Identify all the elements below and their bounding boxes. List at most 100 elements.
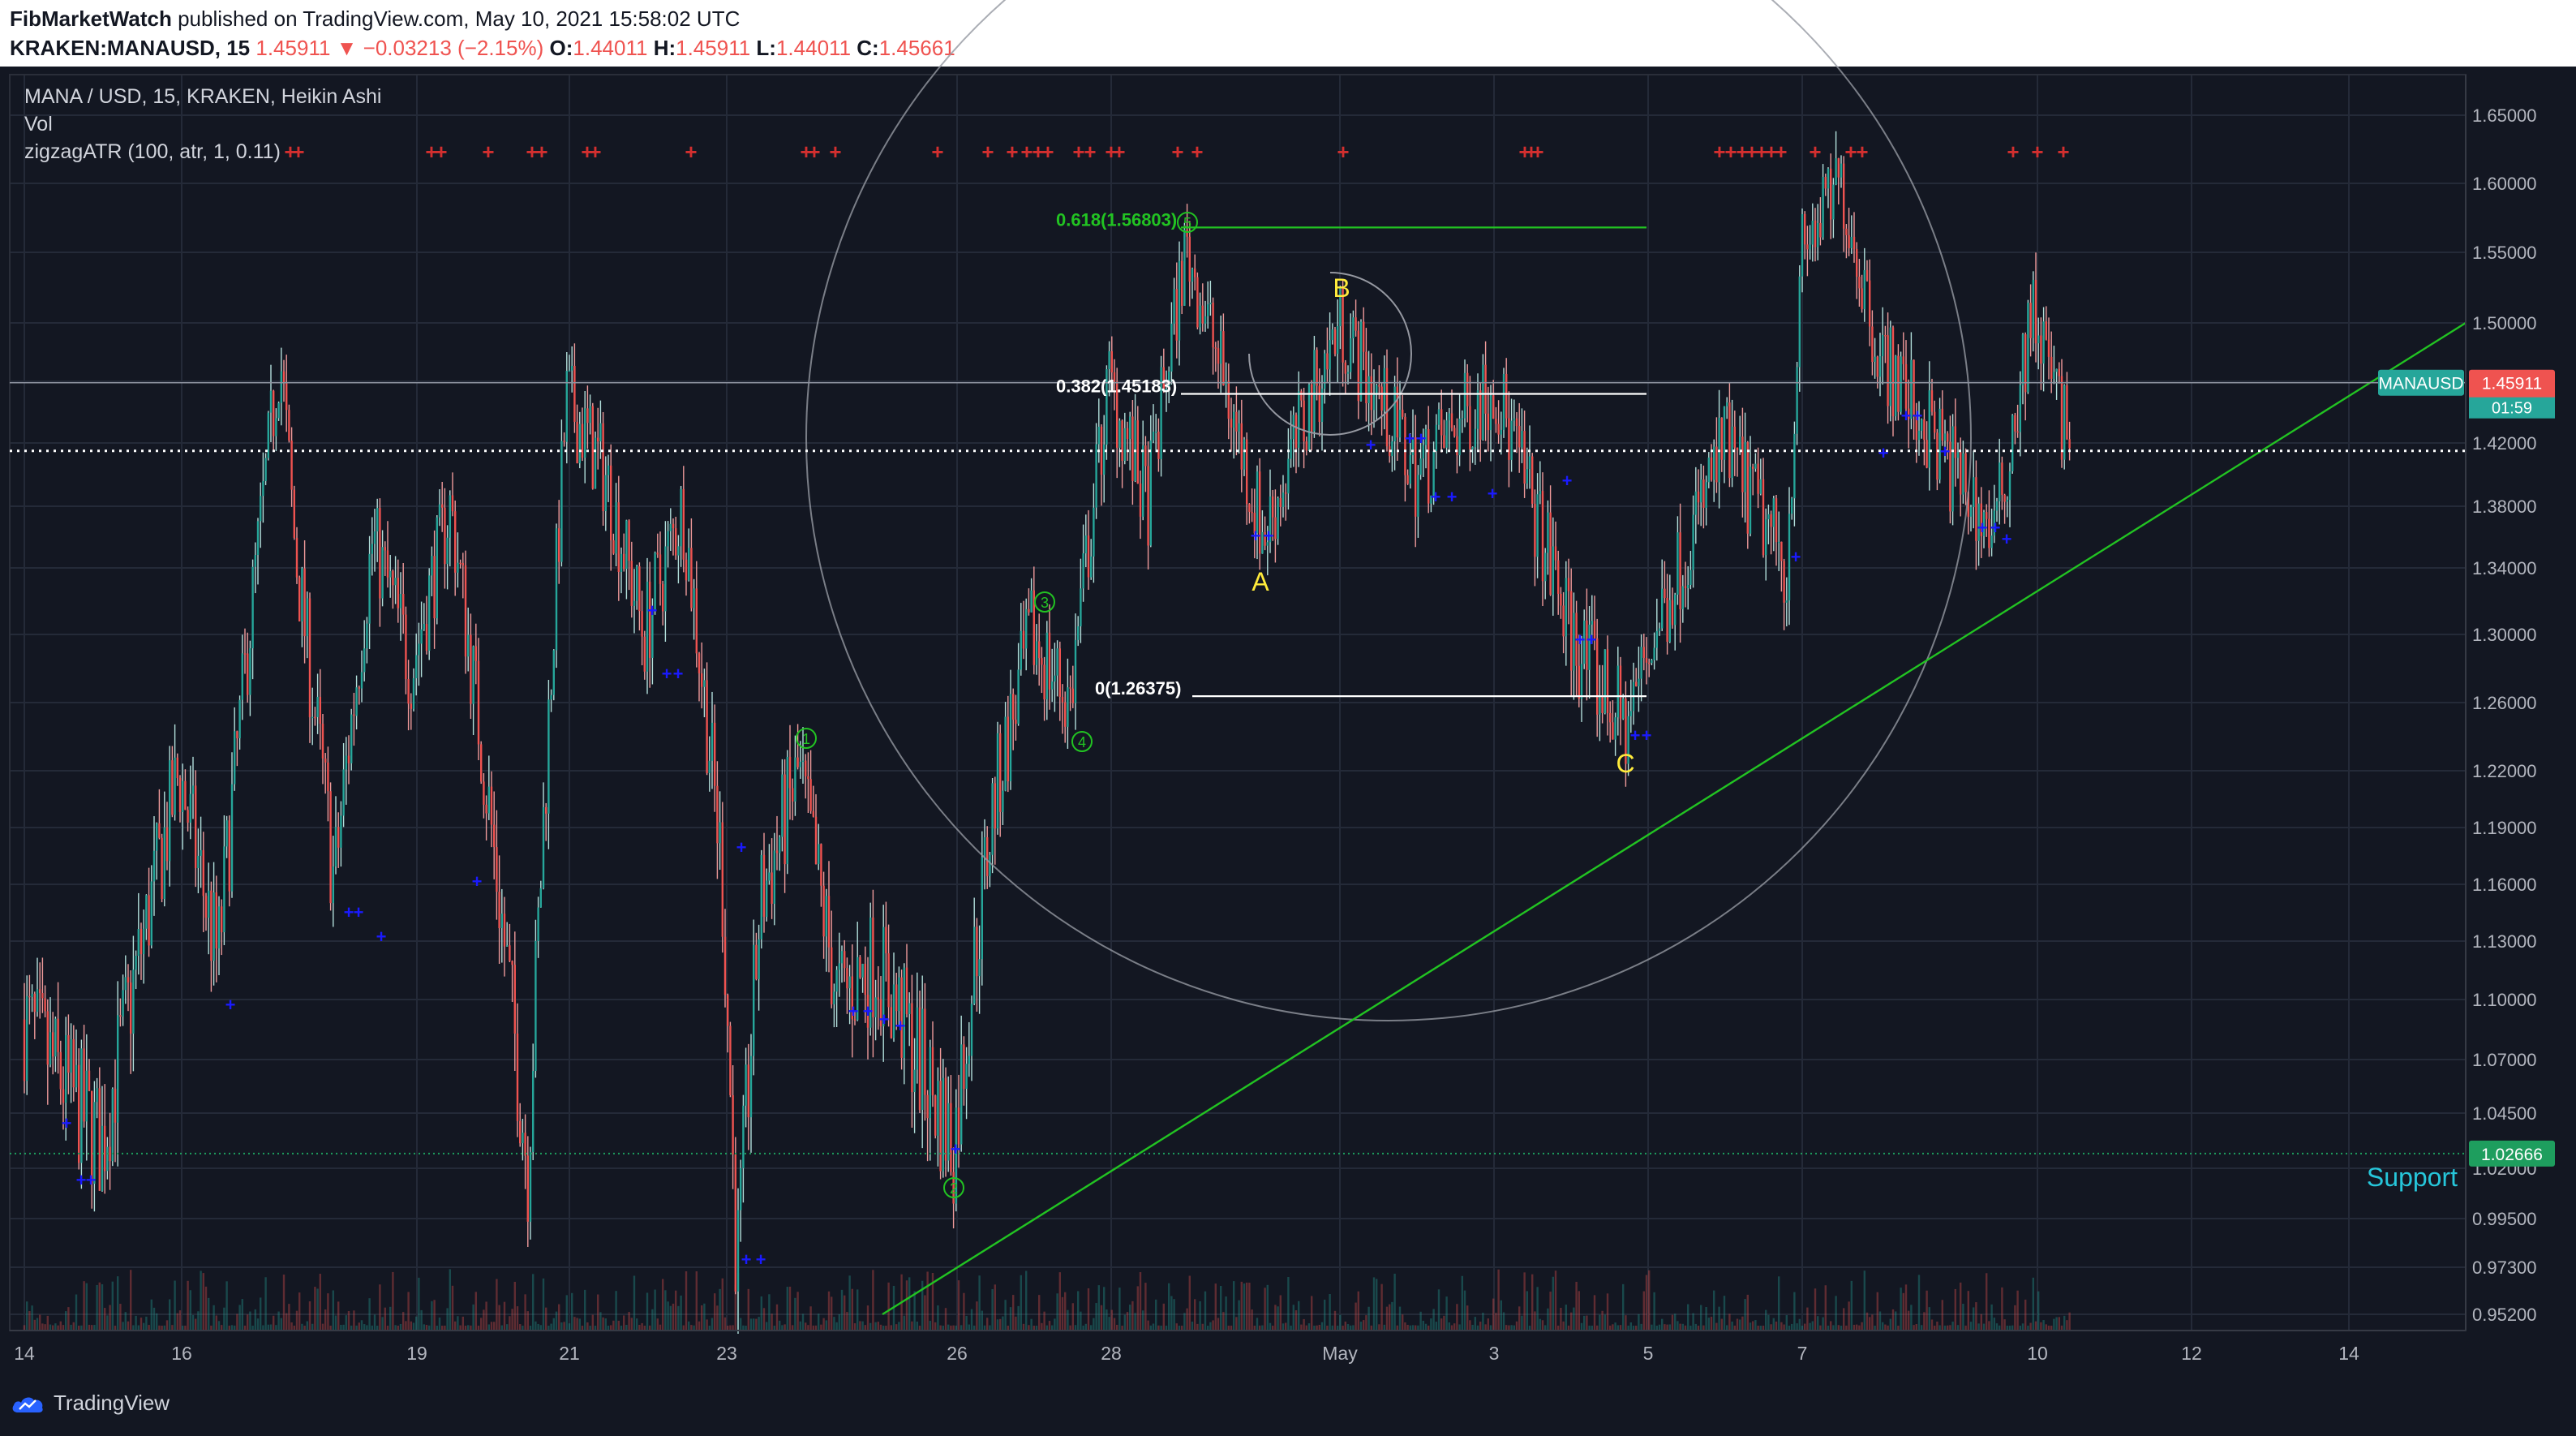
volume-bar bbox=[729, 1325, 732, 1331]
volume-bar bbox=[1339, 1314, 1342, 1331]
volume-bar bbox=[1458, 1324, 1461, 1331]
volume-bar bbox=[1168, 1283, 1170, 1331]
wave-circle-4 bbox=[1071, 731, 1093, 752]
candle-body bbox=[345, 755, 347, 770]
candle-body bbox=[1435, 424, 1437, 451]
volume-bar bbox=[223, 1307, 225, 1331]
volume-bar bbox=[519, 1324, 522, 1331]
candle-body bbox=[1700, 479, 1702, 503]
candle-body bbox=[1116, 381, 1118, 448]
candle-body bbox=[1534, 503, 1536, 557]
candle-body bbox=[1357, 330, 1359, 402]
volume-bar bbox=[1424, 1323, 1428, 1331]
volume-bar bbox=[1891, 1309, 1895, 1331]
volume-bar bbox=[260, 1297, 262, 1331]
candle-body bbox=[1876, 356, 1878, 377]
volume-bar bbox=[1917, 1275, 1921, 1331]
volume-bar bbox=[208, 1297, 210, 1331]
candle-body bbox=[1344, 362, 1346, 374]
candle-body bbox=[879, 999, 882, 1027]
candle-body bbox=[1954, 426, 1956, 458]
candle-body bbox=[1923, 419, 1926, 441]
candle-body bbox=[436, 517, 438, 619]
candle-body bbox=[792, 788, 794, 802]
zigzag-high-marker: + bbox=[1041, 140, 1054, 164]
candle-body bbox=[498, 892, 500, 929]
candle-body bbox=[267, 412, 269, 458]
volume-bar bbox=[942, 1325, 944, 1331]
volume-bar bbox=[1539, 1318, 1541, 1331]
volume-bar bbox=[1865, 1312, 1869, 1331]
tradingview-logo[interactable]: TradingView bbox=[11, 1391, 170, 1416]
volume-bar bbox=[573, 1317, 576, 1331]
candle-body bbox=[1612, 722, 1614, 740]
candle-body bbox=[1943, 433, 1947, 441]
candle-body bbox=[1095, 444, 1097, 508]
candle-body bbox=[1402, 410, 1404, 417]
volume-bar bbox=[1448, 1322, 1450, 1331]
y-tick-label-20: 0.95200 bbox=[2472, 1305, 2537, 1325]
candle-body bbox=[545, 806, 547, 814]
candle-body bbox=[1287, 458, 1290, 494]
volume-bar bbox=[277, 1311, 280, 1331]
volume-bar bbox=[459, 1325, 462, 1331]
candle-body bbox=[1155, 432, 1157, 433]
volume-bar bbox=[1054, 1318, 1056, 1331]
volume-bar bbox=[360, 1320, 363, 1331]
volume-bar bbox=[213, 1305, 215, 1331]
volume-bar bbox=[1484, 1324, 1487, 1331]
volume-bar bbox=[957, 1280, 960, 1331]
zigzag-low-marker: + bbox=[1488, 484, 1498, 504]
volume-bar bbox=[1964, 1325, 1967, 1331]
candle-body bbox=[1986, 512, 1988, 519]
candle-body bbox=[405, 614, 407, 680]
candle-body bbox=[1625, 699, 1627, 764]
volume-bar bbox=[869, 1322, 872, 1331]
legend-title: MANA / USD, 15, KRAKEN, Heikin Ashi bbox=[24, 85, 382, 108]
volume-bar bbox=[835, 1322, 838, 1331]
volume-bar bbox=[425, 1325, 428, 1331]
candle-body bbox=[1809, 244, 1811, 250]
volume-bar bbox=[1087, 1288, 1090, 1331]
legend-indicator[interactable]: zigzagATR (100, atr, 1, 0.11) bbox=[24, 140, 281, 163]
candle-body bbox=[1536, 494, 1539, 557]
candle-body bbox=[1557, 560, 1560, 594]
candle-body bbox=[736, 1210, 740, 1292]
volume-bar bbox=[1398, 1306, 1402, 1331]
volume-bar bbox=[1329, 1293, 1331, 1331]
zigzag-low-marker: + bbox=[76, 1170, 87, 1190]
volume-bar bbox=[88, 1324, 91, 1331]
volume-bar bbox=[1609, 1325, 1612, 1331]
candle-body bbox=[1741, 436, 1744, 492]
volume-bar bbox=[31, 1305, 33, 1331]
volume-bar bbox=[688, 1321, 690, 1331]
volume-bar bbox=[1428, 1325, 1430, 1331]
candle-body bbox=[1041, 658, 1043, 665]
volume-bar bbox=[462, 1316, 464, 1331]
zigzag-low-marker: + bbox=[1977, 518, 1988, 538]
candle-body bbox=[719, 822, 721, 844]
candle-body bbox=[428, 575, 431, 651]
volume-bar bbox=[1583, 1315, 1586, 1331]
volume-bar bbox=[1045, 1325, 1048, 1331]
candle-body bbox=[978, 959, 981, 977]
volume-bar bbox=[526, 1311, 529, 1331]
volume-bar bbox=[1108, 1317, 1110, 1331]
candle-body bbox=[1645, 657, 1648, 663]
y-tick-label-16: 1.04500 bbox=[2472, 1103, 2537, 1124]
volume-bar bbox=[1056, 1293, 1058, 1331]
volume-bar bbox=[1028, 1325, 1030, 1331]
candle-body bbox=[1220, 331, 1222, 364]
candle-body bbox=[1259, 471, 1261, 554]
candle-body bbox=[688, 548, 690, 581]
author-name[interactable]: FibMarketWatch bbox=[10, 6, 172, 31]
volume-bar bbox=[228, 1325, 230, 1331]
volume-bar bbox=[1303, 1318, 1305, 1331]
legend-volume[interactable]: Vol bbox=[24, 113, 53, 135]
candle-body bbox=[1554, 546, 1557, 561]
candle-body bbox=[412, 678, 415, 709]
volume-bar bbox=[1222, 1312, 1225, 1331]
volume-bar bbox=[1534, 1311, 1536, 1331]
volume-bar bbox=[885, 1326, 887, 1331]
